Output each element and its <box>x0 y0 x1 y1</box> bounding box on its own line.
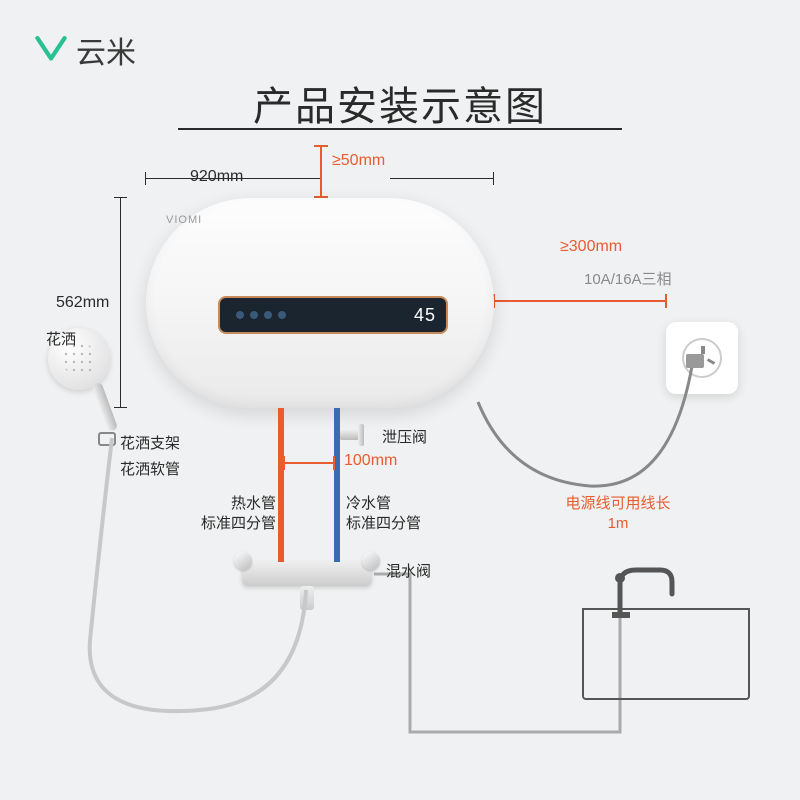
mixing-valve-knob-right <box>362 552 380 570</box>
label-shower-head: 花洒 <box>46 330 76 350</box>
label-cold-pipe-l2: 标准四分管 <box>346 514 421 534</box>
height-tick-t <box>114 197 127 198</box>
label-socket-spec: 10A/16A三相 <box>584 270 672 290</box>
label-power-cable-l1: 电源线可用线长 <box>548 494 688 514</box>
label-shower-bracket: 花洒支架 <box>120 434 180 454</box>
dim-height: 562mm <box>56 294 109 312</box>
brand-logo-mark <box>34 33 68 67</box>
label-hot-pipe-l2: 标准四分管 <box>190 514 276 534</box>
page-title: 产品安装示意图 <box>0 74 800 132</box>
label-power-cable-l2: 1m <box>548 514 688 534</box>
top-clearance-line <box>320 146 322 198</box>
heater-temperature: 45 <box>414 305 436 326</box>
dim-top-clearance: ≥50mm <box>332 152 385 170</box>
title-underline <box>178 128 622 130</box>
brand-logo: 云米 <box>34 28 136 72</box>
label-mixing-valve: 混水阀 <box>386 562 431 582</box>
label-shower-hose: 花洒软管 <box>120 460 180 480</box>
height-line <box>120 198 121 408</box>
power-cable <box>470 390 710 510</box>
shower-hose <box>60 420 320 740</box>
relief-valve-stem <box>358 424 364 446</box>
label-hot-pipe-l1: 热水管 <box>190 494 276 514</box>
faucet <box>610 564 690 624</box>
width-tick-l <box>145 172 146 185</box>
dim-width: 920mm <box>190 168 243 186</box>
label-cold-pipe-l1: 冷水管 <box>346 494 421 514</box>
height-tick-b <box>114 407 127 408</box>
right-clearance-tick-r <box>665 294 667 308</box>
dim-right-clearance: ≥300mm <box>560 238 622 256</box>
top-clearance-tick-top <box>314 145 328 147</box>
water-heater: VIOMI 45 <box>146 198 494 408</box>
heater-brand-text: VIOMI <box>166 214 202 226</box>
dim-pipe-gap: 100mm <box>344 452 397 470</box>
pipe-gap-tick-r <box>333 456 335 470</box>
right-clearance-line <box>494 300 666 302</box>
width-line-r <box>390 178 494 179</box>
brand-name: 云米 <box>76 28 136 72</box>
label-relief-valve: 泄压阀 <box>382 428 427 448</box>
heater-display-panel: 45 <box>218 296 448 334</box>
